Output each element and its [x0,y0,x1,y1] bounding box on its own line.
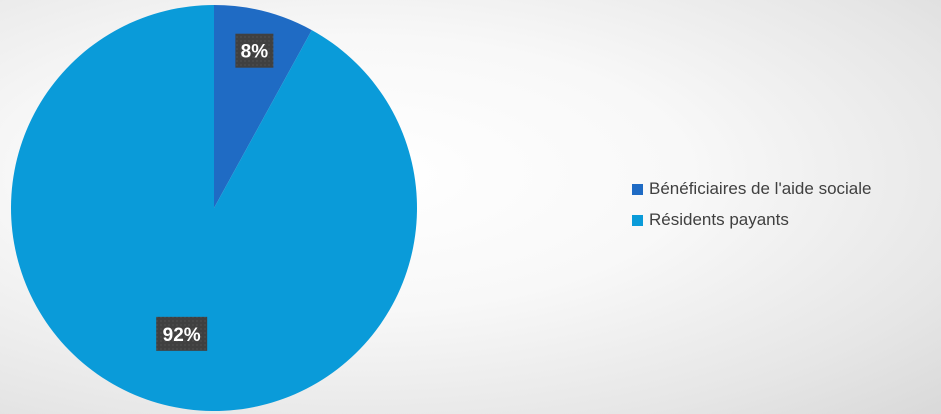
legend-item[interactable]: Bénéficiaires de l'aide sociale [632,177,872,201]
data-label: 92% [156,316,208,351]
legend-label: Bénéficiaires de l'aide sociale [649,179,872,198]
chart-legend: Bénéficiaires de l'aide sociale Résident… [632,177,872,239]
pie-slice[interactable] [10,5,418,411]
data-label-text: 92% [163,325,201,346]
data-label-box [156,316,208,351]
data-label: 8% [235,33,274,68]
legend-label: Résidents payants [649,210,789,229]
data-label-text: 8% [241,42,269,63]
legend-item[interactable]: Résidents payants [632,208,872,232]
legend-swatch [632,183,643,195]
legend-swatch [632,214,643,226]
data-label-box [235,33,274,68]
